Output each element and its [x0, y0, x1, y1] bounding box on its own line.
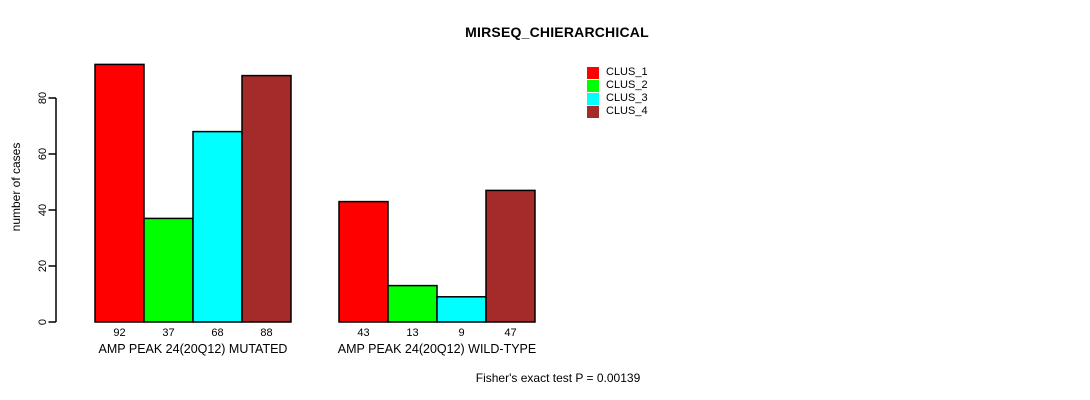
legend-item-clus_2: CLUS_2 [587, 79, 648, 92]
legend-item-clus_1: CLUS_1 [587, 66, 648, 79]
bar-clus_4-group1 [241, 74, 292, 323]
bar-value-label: 68 [211, 327, 223, 339]
legend-swatch-icon [587, 105, 599, 118]
bar-clus_3-group2 [436, 296, 487, 323]
bar-clus_2-group1 [143, 217, 194, 323]
bar-clus_3-group1 [192, 130, 243, 323]
legend-label: CLUS_3 [606, 92, 648, 104]
bar-value-label: 13 [406, 327, 418, 339]
bar-clus_4-group2 [485, 189, 536, 323]
legend-label: CLUS_1 [606, 66, 648, 78]
bar-value-label: 43 [357, 327, 369, 339]
y-axis-tick-label: 80 [37, 92, 49, 104]
fisher-test-footnote: Fisher's exact test P = 0.00139 [475, 371, 641, 385]
legend-swatch-icon [587, 66, 599, 79]
bar-value-label: 9 [458, 327, 464, 339]
legend-swatch-icon [587, 79, 599, 92]
bar-value-label: 47 [504, 327, 516, 339]
y-axis-title: number of cases [9, 143, 23, 232]
legend-label: CLUS_2 [606, 79, 648, 91]
y-axis-tick-label: 60 [37, 148, 49, 160]
bar-value-label: 88 [260, 327, 272, 339]
legend-item-clus_4: CLUS_4 [587, 105, 648, 118]
bar-clus_1-group2 [338, 200, 389, 323]
legend-label: CLUS_4 [606, 105, 648, 117]
bar-clus_2-group2 [387, 284, 438, 323]
legend-swatch-icon [587, 92, 599, 105]
y-axis-tick-label: 40 [37, 204, 49, 216]
legend: CLUS_1 CLUS_2 CLUS_3 CLUS_4 [587, 66, 648, 118]
bar-clus_1-group1 [94, 63, 145, 323]
bar-value-label: 37 [162, 327, 174, 339]
y-axis-tick-label: 0 [37, 319, 49, 325]
legend-item-clus_3: CLUS_3 [587, 92, 648, 105]
bar-value-label: 92 [113, 327, 125, 339]
category-label: AMP PEAK 24(20Q12) MUTATED [99, 342, 288, 356]
chart-title: MIRSEQ_CHIERARCHICAL [465, 24, 649, 40]
category-label: AMP PEAK 24(20Q12) WILD-TYPE [338, 342, 536, 356]
y-axis-tick-label: 20 [37, 260, 49, 272]
